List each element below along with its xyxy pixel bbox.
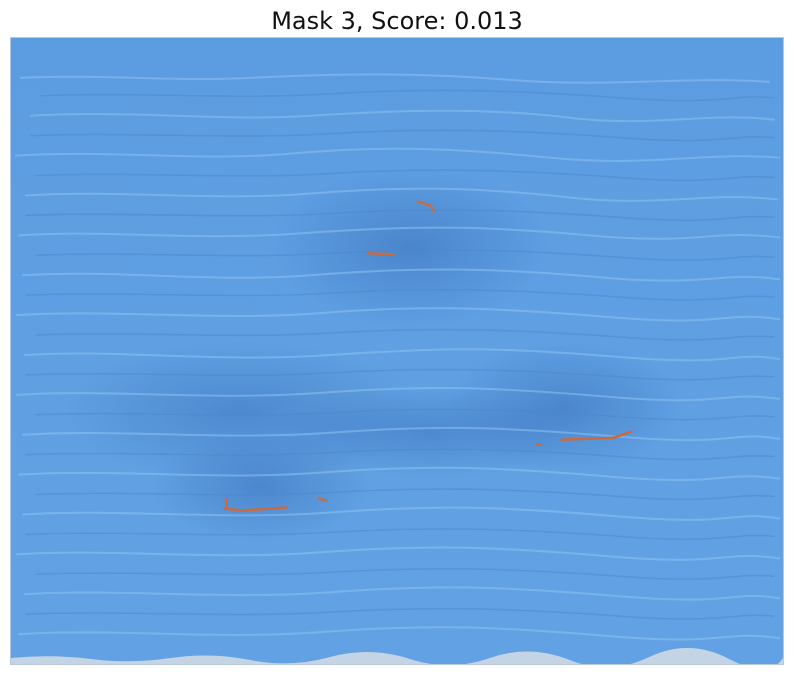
surface-shadow [270,167,550,328]
figure-title: Mask 3, Score: 0.013 [271,7,523,35]
surface-shadow [270,386,590,477]
defect-mark [223,506,288,512]
defect-mark [317,497,328,502]
masked-surface-image [10,37,784,665]
defect-mark [366,252,396,256]
image-edge [11,648,783,664]
mask-overlay-canvas [11,38,783,664]
defect-mark [560,430,633,441]
surface-texture [14,73,781,641]
defect-marks [223,200,633,512]
defect-mark [416,200,437,213]
surface-texture-shadow [25,89,775,620]
